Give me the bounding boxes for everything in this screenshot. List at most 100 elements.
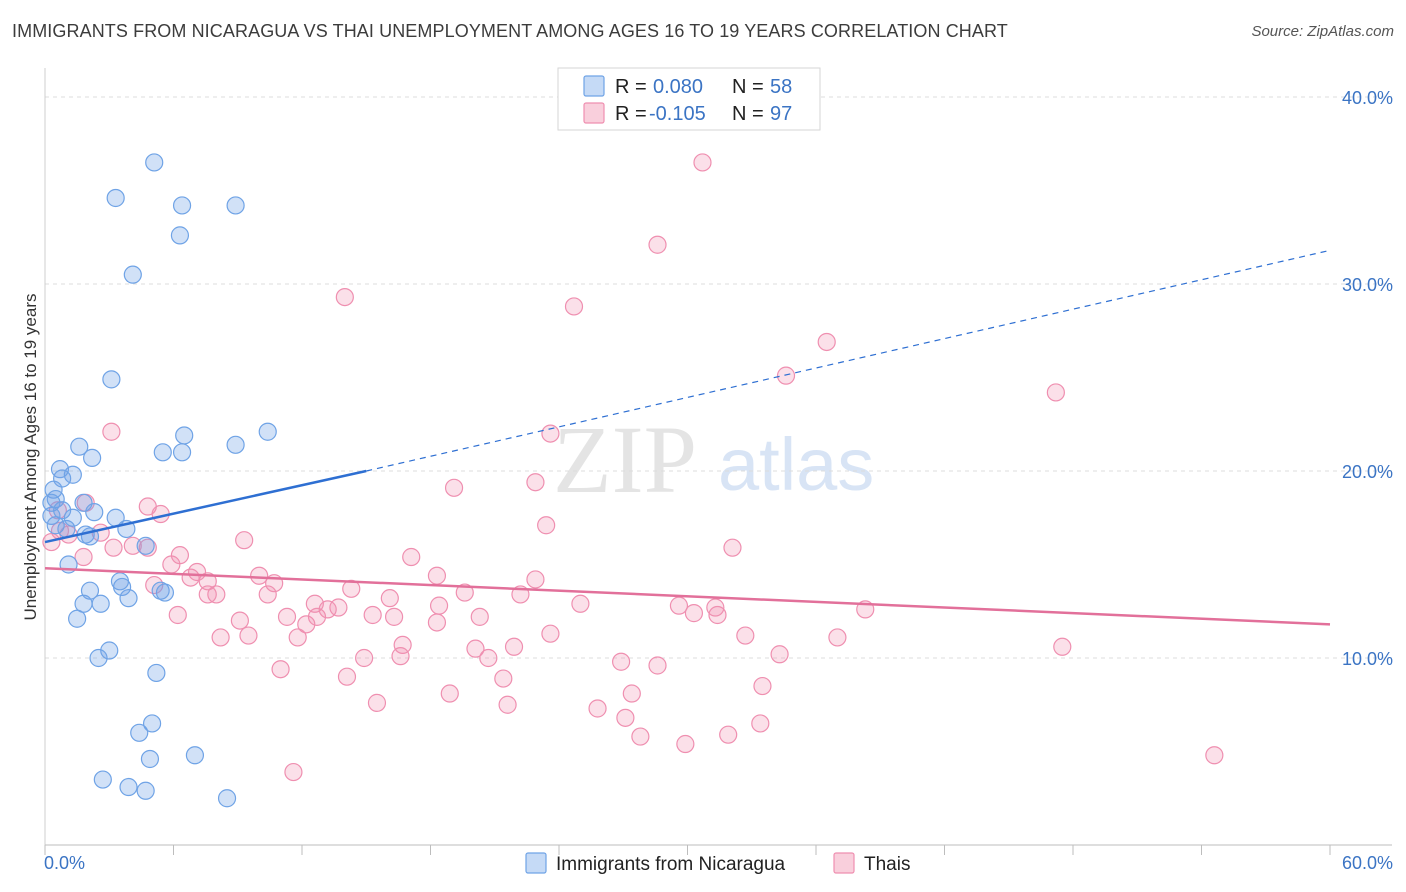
- data-point-thais: [258, 585, 277, 604]
- data-point-thais: [104, 538, 123, 557]
- watermark: ZIP atlas: [553, 406, 874, 513]
- data-point-nicaragua: [185, 746, 205, 765]
- data-point-thais: [537, 516, 556, 535]
- data-point-thais: [162, 555, 181, 574]
- data-point-thais: [541, 624, 560, 643]
- stats-legend: R = 0.080 N = 58 R = -0.105 N = 97: [557, 67, 821, 131]
- data-point-thais: [355, 648, 374, 668]
- y-axis-title: Unemployment Among Ages 16 to 19 years: [21, 294, 40, 621]
- data-point-thais: [669, 596, 689, 615]
- data-point-thais: [335, 287, 354, 307]
- data-point-nicaragua: [147, 663, 166, 683]
- data-point-thais: [277, 607, 297, 626]
- data-point-thais: [1053, 637, 1072, 656]
- y-tick-label: 30.0%: [1342, 275, 1393, 295]
- data-point-nicaragua: [258, 422, 277, 441]
- y-tick-label: 40.0%: [1342, 88, 1393, 108]
- data-point-thais: [207, 585, 226, 604]
- bottom-legend-label-thais: Thais: [864, 854, 910, 875]
- data-point-nicaragua: [175, 426, 194, 445]
- data-point-nicaragua: [217, 789, 237, 808]
- data-point-thais: [706, 598, 725, 617]
- data-point-thais: [393, 635, 412, 655]
- data-point-nicaragua: [136, 781, 155, 800]
- data-point-thais: [235, 531, 254, 550]
- data-point-thais: [307, 607, 327, 626]
- data-point-thais: [1205, 746, 1224, 765]
- data-point-nicaragua: [46, 516, 65, 535]
- data-point-nicaragua: [85, 503, 104, 522]
- data-point-thais: [504, 637, 524, 656]
- data-point-thais: [770, 645, 789, 664]
- y-tick-labels: 10.0% 20.0% 30.0% 40.0%: [1342, 88, 1393, 669]
- data-point-thais: [479, 648, 498, 668]
- data-point-nicaragua: [172, 196, 192, 215]
- legend-r-value-thais: -0.105: [649, 103, 706, 125]
- data-point-thais: [751, 714, 770, 733]
- y-tick-label: 10.0%: [1342, 649, 1393, 669]
- data-point-thais: [693, 153, 712, 172]
- data-point-thais: [631, 727, 650, 746]
- data-point-nicaragua: [89, 648, 108, 668]
- series-thais: [42, 153, 1224, 782]
- data-point-thais: [708, 605, 727, 625]
- data-point-thais: [612, 652, 631, 671]
- data-point-thais: [494, 669, 513, 688]
- legend-swatch-thais: [583, 102, 605, 124]
- legend-n-value-nicaragua: 58: [770, 76, 792, 98]
- data-point-thais: [181, 568, 200, 587]
- data-point-thais: [250, 566, 269, 585]
- data-point-thais: [736, 626, 755, 645]
- data-point-thais: [271, 660, 290, 679]
- data-point-nicaragua: [83, 448, 102, 468]
- data-point-nicaragua: [68, 609, 87, 628]
- data-point-thais: [239, 626, 258, 645]
- data-point-thais: [337, 667, 357, 686]
- data-point-nicaragua: [102, 370, 121, 389]
- data-point-nicaragua: [91, 594, 110, 613]
- watermark-zip: ZIP: [553, 406, 697, 513]
- data-point-nicaragua: [42, 493, 61, 512]
- data-point-nicaragua: [119, 589, 138, 608]
- data-point-nicaragua: [136, 536, 155, 555]
- data-point-thais: [753, 676, 772, 696]
- data-point-thais: [622, 684, 641, 703]
- data-point-thais: [284, 762, 303, 782]
- grid-lines: [45, 96, 1392, 659]
- data-point-nicaragua: [123, 265, 142, 284]
- trend-line-nicaragua: [44, 469, 367, 544]
- x-tick-labels: 0.0% 60.0%: [44, 853, 1393, 873]
- data-point-thais: [102, 422, 121, 441]
- data-point-thais: [776, 366, 796, 385]
- data-point-nicaragua: [142, 714, 162, 733]
- data-point-thais: [571, 594, 590, 613]
- series-nicaragua: [42, 153, 277, 808]
- data-point-nicaragua: [145, 153, 164, 172]
- data-point-nicaragua: [53, 501, 72, 520]
- data-point-thais: [168, 605, 187, 625]
- trend-lines: [44, 249, 1331, 626]
- data-point-thais: [498, 695, 517, 714]
- data-point-thais: [74, 547, 93, 567]
- legend-r-label-nicaragua: R =: [615, 76, 647, 98]
- data-point-thais: [380, 589, 399, 608]
- data-point-thais: [429, 596, 449, 615]
- x-tick-label: 0.0%: [44, 853, 85, 873]
- bottom-legend-swatch-thais: [833, 852, 855, 874]
- data-point-nicaragua: [119, 777, 138, 797]
- data-point-thais: [455, 583, 474, 602]
- data-point-thais: [588, 699, 607, 718]
- bottom-legend-label-nicaragua: Immigrants from Nicaragua: [556, 854, 786, 875]
- data-point-thais: [470, 607, 489, 626]
- data-point-thais: [363, 605, 382, 625]
- data-point-thais: [297, 615, 316, 634]
- data-point-thais: [288, 628, 307, 647]
- data-point-thais: [541, 424, 560, 443]
- data-point-thais: [391, 647, 410, 666]
- data-point-nicaragua: [153, 443, 172, 462]
- data-point-thais: [676, 734, 695, 754]
- data-point-thais: [526, 473, 545, 492]
- data-point-thais: [440, 684, 459, 703]
- data-point-thais: [230, 611, 249, 630]
